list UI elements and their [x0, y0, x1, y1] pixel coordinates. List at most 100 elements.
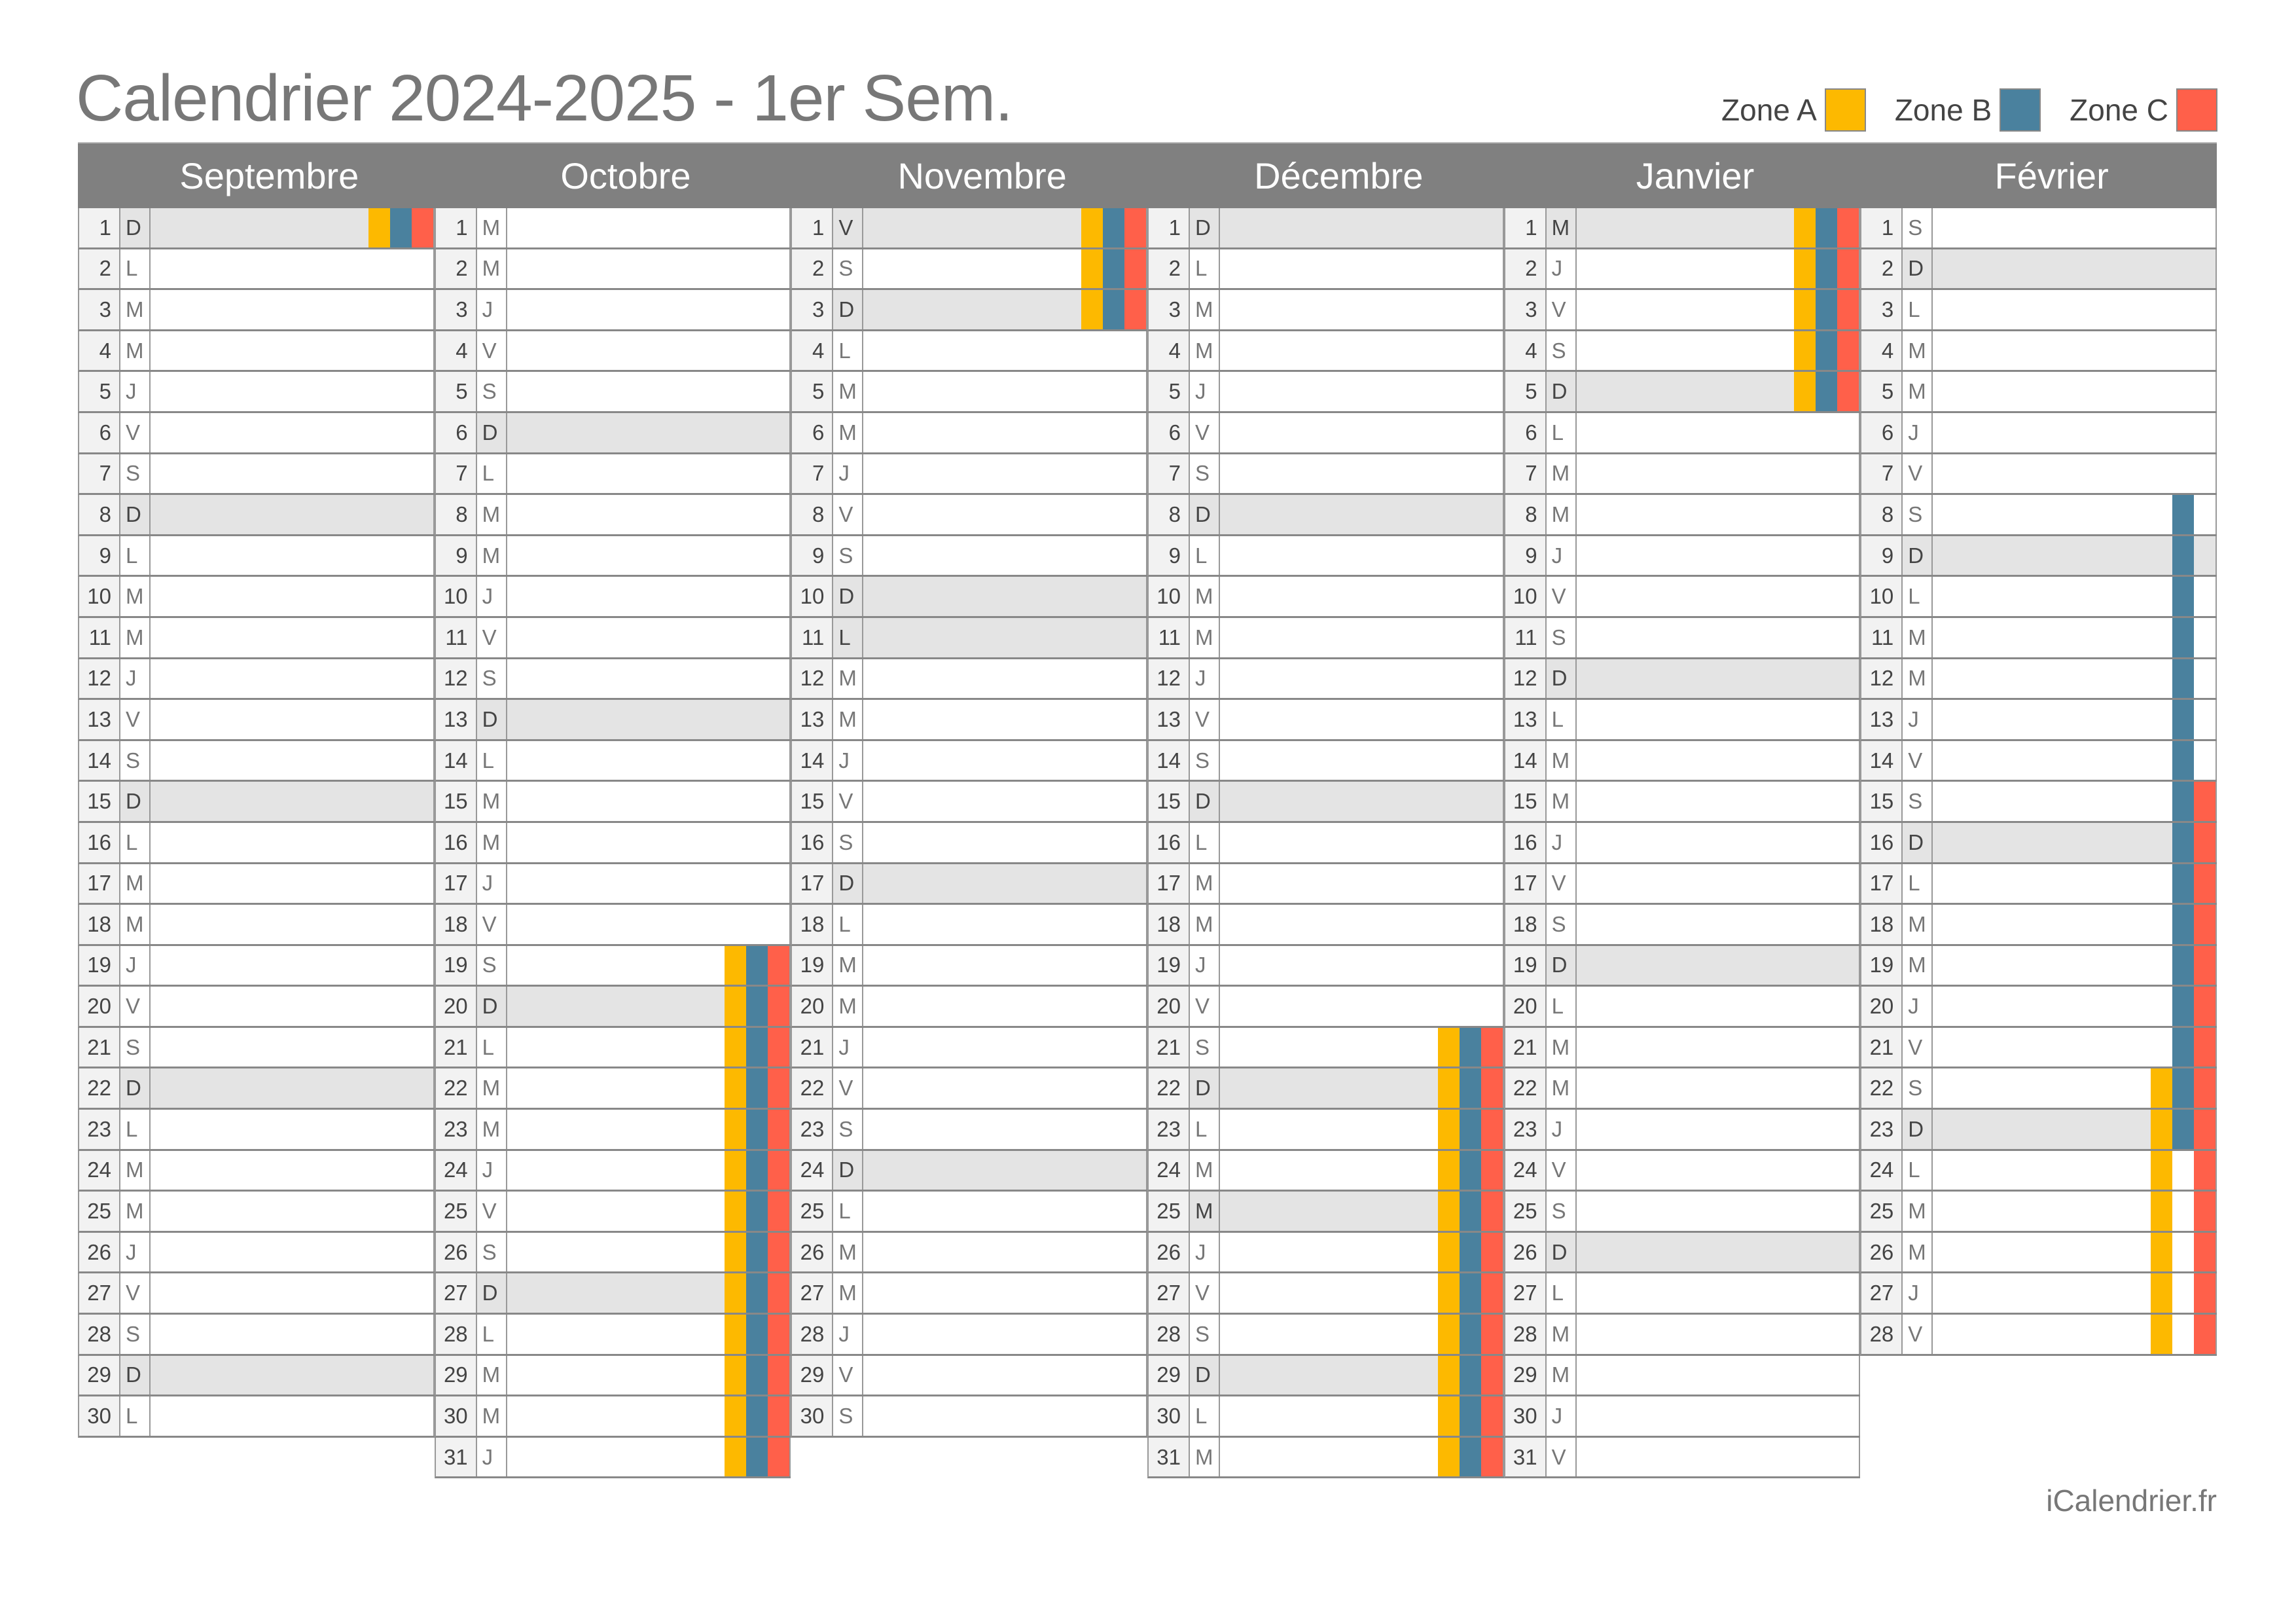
day-number: 21 — [1861, 1027, 1903, 1067]
weekday-letter: S — [120, 1315, 151, 1354]
zone-a-holiday-bar — [1437, 1396, 1460, 1436]
zone-c-holiday-bar — [1837, 249, 1859, 289]
weekday-letter: D — [1903, 536, 1933, 575]
weekday-letter: V — [1189, 412, 1220, 452]
weekday-letter: S — [120, 454, 151, 494]
day-cell — [863, 864, 1147, 903]
weekday-letter: L — [476, 454, 507, 494]
day-row: 29 D — [1147, 1355, 1504, 1397]
day-number: 19 — [1505, 945, 1547, 985]
day-cell — [863, 495, 1147, 534]
weekday-letter: M — [833, 987, 864, 1026]
day-cell — [1219, 208, 1504, 247]
zone-b-holiday-bar — [2172, 864, 2194, 903]
zone-b-holiday-bar — [746, 1355, 768, 1395]
day-cell — [151, 1027, 435, 1067]
day-number: 24 — [1505, 1150, 1547, 1190]
day-number: 18 — [1861, 905, 1903, 944]
day-cell — [1219, 987, 1504, 1026]
day-cell — [151, 945, 435, 985]
day-row: 30 M — [434, 1396, 791, 1438]
day-row: 29 M — [1503, 1355, 1861, 1397]
zone-b-swatch-icon — [2000, 88, 2041, 132]
day-cell — [1219, 412, 1504, 452]
day-cell — [1576, 331, 1861, 371]
day-row: 26 M — [791, 1232, 1147, 1274]
day-cell — [1576, 905, 1861, 944]
day-cell — [151, 454, 435, 494]
day-number: 5 — [1148, 372, 1190, 411]
day-cell — [507, 1315, 791, 1354]
day-number: 8 — [1148, 495, 1190, 534]
zone-bars — [1437, 1437, 1503, 1477]
day-cell — [863, 577, 1147, 616]
zone-bars — [1794, 290, 1859, 329]
zone-a-holiday-bar — [725, 1068, 747, 1108]
zone-bars — [1437, 1273, 1503, 1313]
day-cell — [151, 782, 435, 821]
weekday-letter: J — [1189, 372, 1220, 411]
day-number: 16 — [435, 822, 477, 862]
day-row: 11 M — [1860, 617, 2217, 659]
zone-a-holiday-bar — [1081, 208, 1103, 247]
weekday-letter: S — [1546, 617, 1577, 657]
day-row: 28 V — [1860, 1315, 2217, 1356]
day-row: 16 L — [1147, 822, 1504, 864]
day-row: 25 M — [78, 1192, 435, 1233]
weekday-letter: J — [1903, 412, 1933, 452]
zone-a-holiday-bar — [2151, 577, 2172, 616]
weekday-letter: M — [476, 536, 507, 575]
day-cell — [507, 1273, 791, 1313]
zone-b-holiday-bar — [746, 1150, 768, 1190]
day-row: 21 S — [78, 1027, 435, 1069]
day-number: 10 — [1148, 577, 1190, 616]
day-number: 7 — [1861, 454, 1903, 494]
weekday-letter: S — [1546, 905, 1577, 944]
day-cell — [151, 536, 435, 575]
weekday-letter: D — [120, 495, 151, 534]
weekday-letter: L — [833, 1192, 864, 1231]
weekday-letter: S — [120, 1027, 151, 1067]
weekday-letter: S — [1903, 782, 1933, 821]
day-row: 24 M — [1147, 1150, 1504, 1192]
weekday-letter: J — [833, 454, 864, 494]
day-cell — [1576, 1437, 1861, 1477]
zone-bars — [2151, 782, 2215, 821]
weekday-letter: V — [1189, 987, 1220, 1026]
weekday-letter: M — [833, 659, 864, 699]
day-row: 17 L — [1860, 864, 2217, 905]
zone-c-holiday-bar — [2193, 945, 2215, 985]
zone-a-holiday-bar — [1437, 1150, 1460, 1190]
day-number: 31 — [435, 1437, 477, 1477]
footer-brand: iCalendrier.fr — [2046, 1484, 2217, 1518]
weekday-letter: M — [476, 822, 507, 862]
day-cell — [507, 412, 791, 452]
day-row: 16 L — [78, 822, 435, 864]
zone-a-holiday-bar — [725, 1396, 747, 1436]
day-row: 25 S — [1503, 1192, 1861, 1233]
month-columns: 1 D 2 L 3 M 4 M 5 J 6 V 7 S 8 D 9 L 10 M 11 M 12 J 13 V 14 S 15 D 16 L 1… — [78, 208, 2217, 1479]
day-row: 23 D — [1860, 1110, 2217, 1151]
day-number: 31 — [1505, 1437, 1547, 1477]
weekday-letter: J — [1189, 945, 1220, 985]
weekday-letter: M — [1546, 1355, 1577, 1395]
day-row: 20 M — [791, 987, 1147, 1028]
weekday-letter: S — [1903, 495, 1933, 534]
weekday-letter: M — [1546, 454, 1577, 494]
weekday-letter: M — [1546, 495, 1577, 534]
day-number: 27 — [1861, 1273, 1903, 1313]
weekday-letter: L — [1903, 290, 1933, 329]
day-number: 23 — [435, 1110, 477, 1149]
day-row: 11 M — [1147, 617, 1504, 659]
day-row: 15 V — [791, 782, 1147, 823]
weekday-letter: D — [120, 782, 151, 821]
day-row: 28 S — [1147, 1315, 1504, 1356]
zone-c-holiday-bar — [2194, 741, 2215, 780]
zone-bars — [2151, 945, 2215, 985]
day-cell — [151, 700, 435, 739]
weekday-letter: M — [833, 945, 864, 985]
